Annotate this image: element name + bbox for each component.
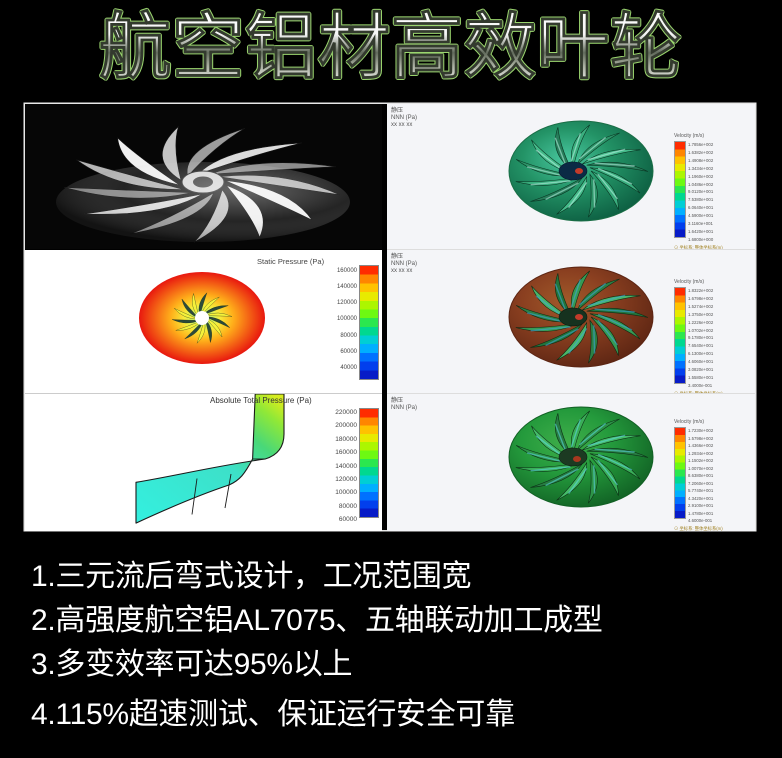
svg-text:航空铝材高效叶轮: 航空铝材高效叶轮 <box>99 8 683 88</box>
